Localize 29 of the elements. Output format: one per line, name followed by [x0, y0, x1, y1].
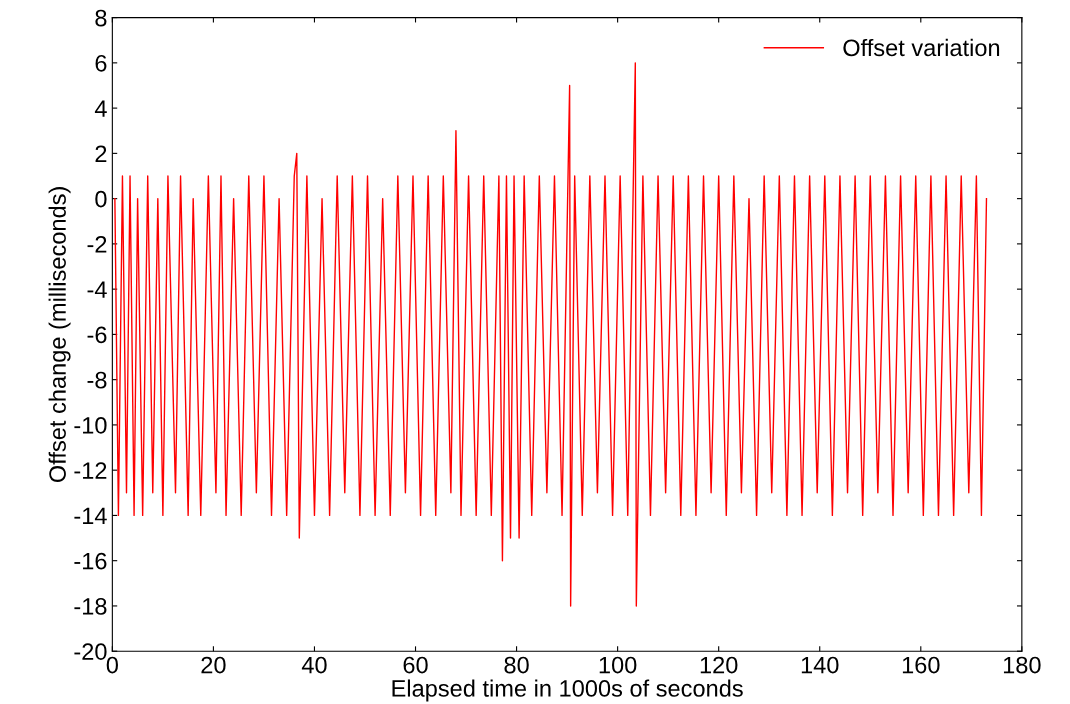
y-tick-label: -10: [74, 416, 107, 434]
x-tick-label: 20: [201, 656, 226, 674]
x-tick-label: 40: [301, 656, 327, 674]
y-tick-label: 0: [95, 190, 107, 208]
y-tick-label: 6: [95, 54, 107, 72]
x-tick-label: 100: [599, 656, 637, 674]
y-tick-label: -20: [74, 643, 107, 660]
x-tick-label: 160: [902, 656, 940, 674]
x-tick-label: 180: [1003, 656, 1041, 674]
y-tick-label: -2: [87, 235, 107, 253]
legend-label: Offset variation: [843, 38, 1000, 57]
y-tick-label: -16: [74, 552, 107, 570]
x-tick-label: 140: [801, 656, 839, 674]
x-tick-label: 80: [504, 656, 529, 674]
x-axis-title: Elapsed time in 1000s of seconds: [392, 679, 743, 702]
y-tick-label: -12: [74, 462, 107, 479]
y-tick-label: -8: [87, 371, 107, 389]
line-series: [114, 62, 988, 607]
y-tick-label: 2: [95, 145, 107, 162]
y-tick-label: -6: [87, 326, 107, 344]
y-tick-label: -18: [74, 598, 107, 615]
y-tick-label: 4: [94, 100, 107, 117]
x-tick-label: 60: [403, 656, 428, 674]
x-tick-label: 120: [700, 656, 738, 674]
y-tick-label: 8: [95, 9, 107, 27]
y-tick-label: -14: [74, 507, 107, 524]
y-axis-title: Offset change (milliseconds): [48, 187, 71, 483]
x-tick-label: 0: [106, 656, 118, 674]
y-tick-label: -4: [87, 281, 107, 298]
